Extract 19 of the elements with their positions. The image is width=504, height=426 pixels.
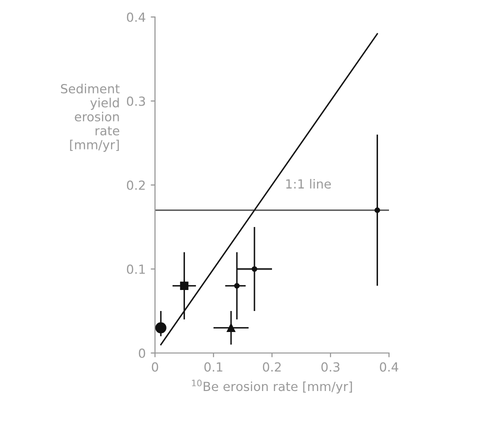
- annotation: 1:1 line: [286, 178, 331, 189]
- point: [374, 207, 380, 213]
- x-tick-label: 0.4: [380, 362, 398, 372]
- point: [234, 283, 240, 289]
- x-tick-label: 0: [152, 362, 158, 372]
- y-axis-title: Sediment yield erosion rate [mm/yr]: [61, 84, 120, 152]
- point: [155, 322, 166, 334]
- point: [180, 282, 188, 290]
- y-tick-label: 0.3: [126, 96, 145, 106]
- point: [226, 324, 236, 332]
- x-tick-label: 0.3: [321, 362, 340, 372]
- x-tick-label: 0.1: [204, 362, 222, 372]
- y-tick-label: 0.1: [126, 264, 145, 274]
- x-tick-label: 0.2: [262, 362, 281, 372]
- point: [252, 266, 258, 272]
- x-axis-title: $^{10}$Be erosion rate [mm/yr]: [192, 380, 352, 394]
- y-tick-label: 0: [138, 348, 146, 358]
- y-tick-label: 0.4: [126, 12, 146, 22]
- y-tick-label: 0.2: [126, 180, 145, 190]
